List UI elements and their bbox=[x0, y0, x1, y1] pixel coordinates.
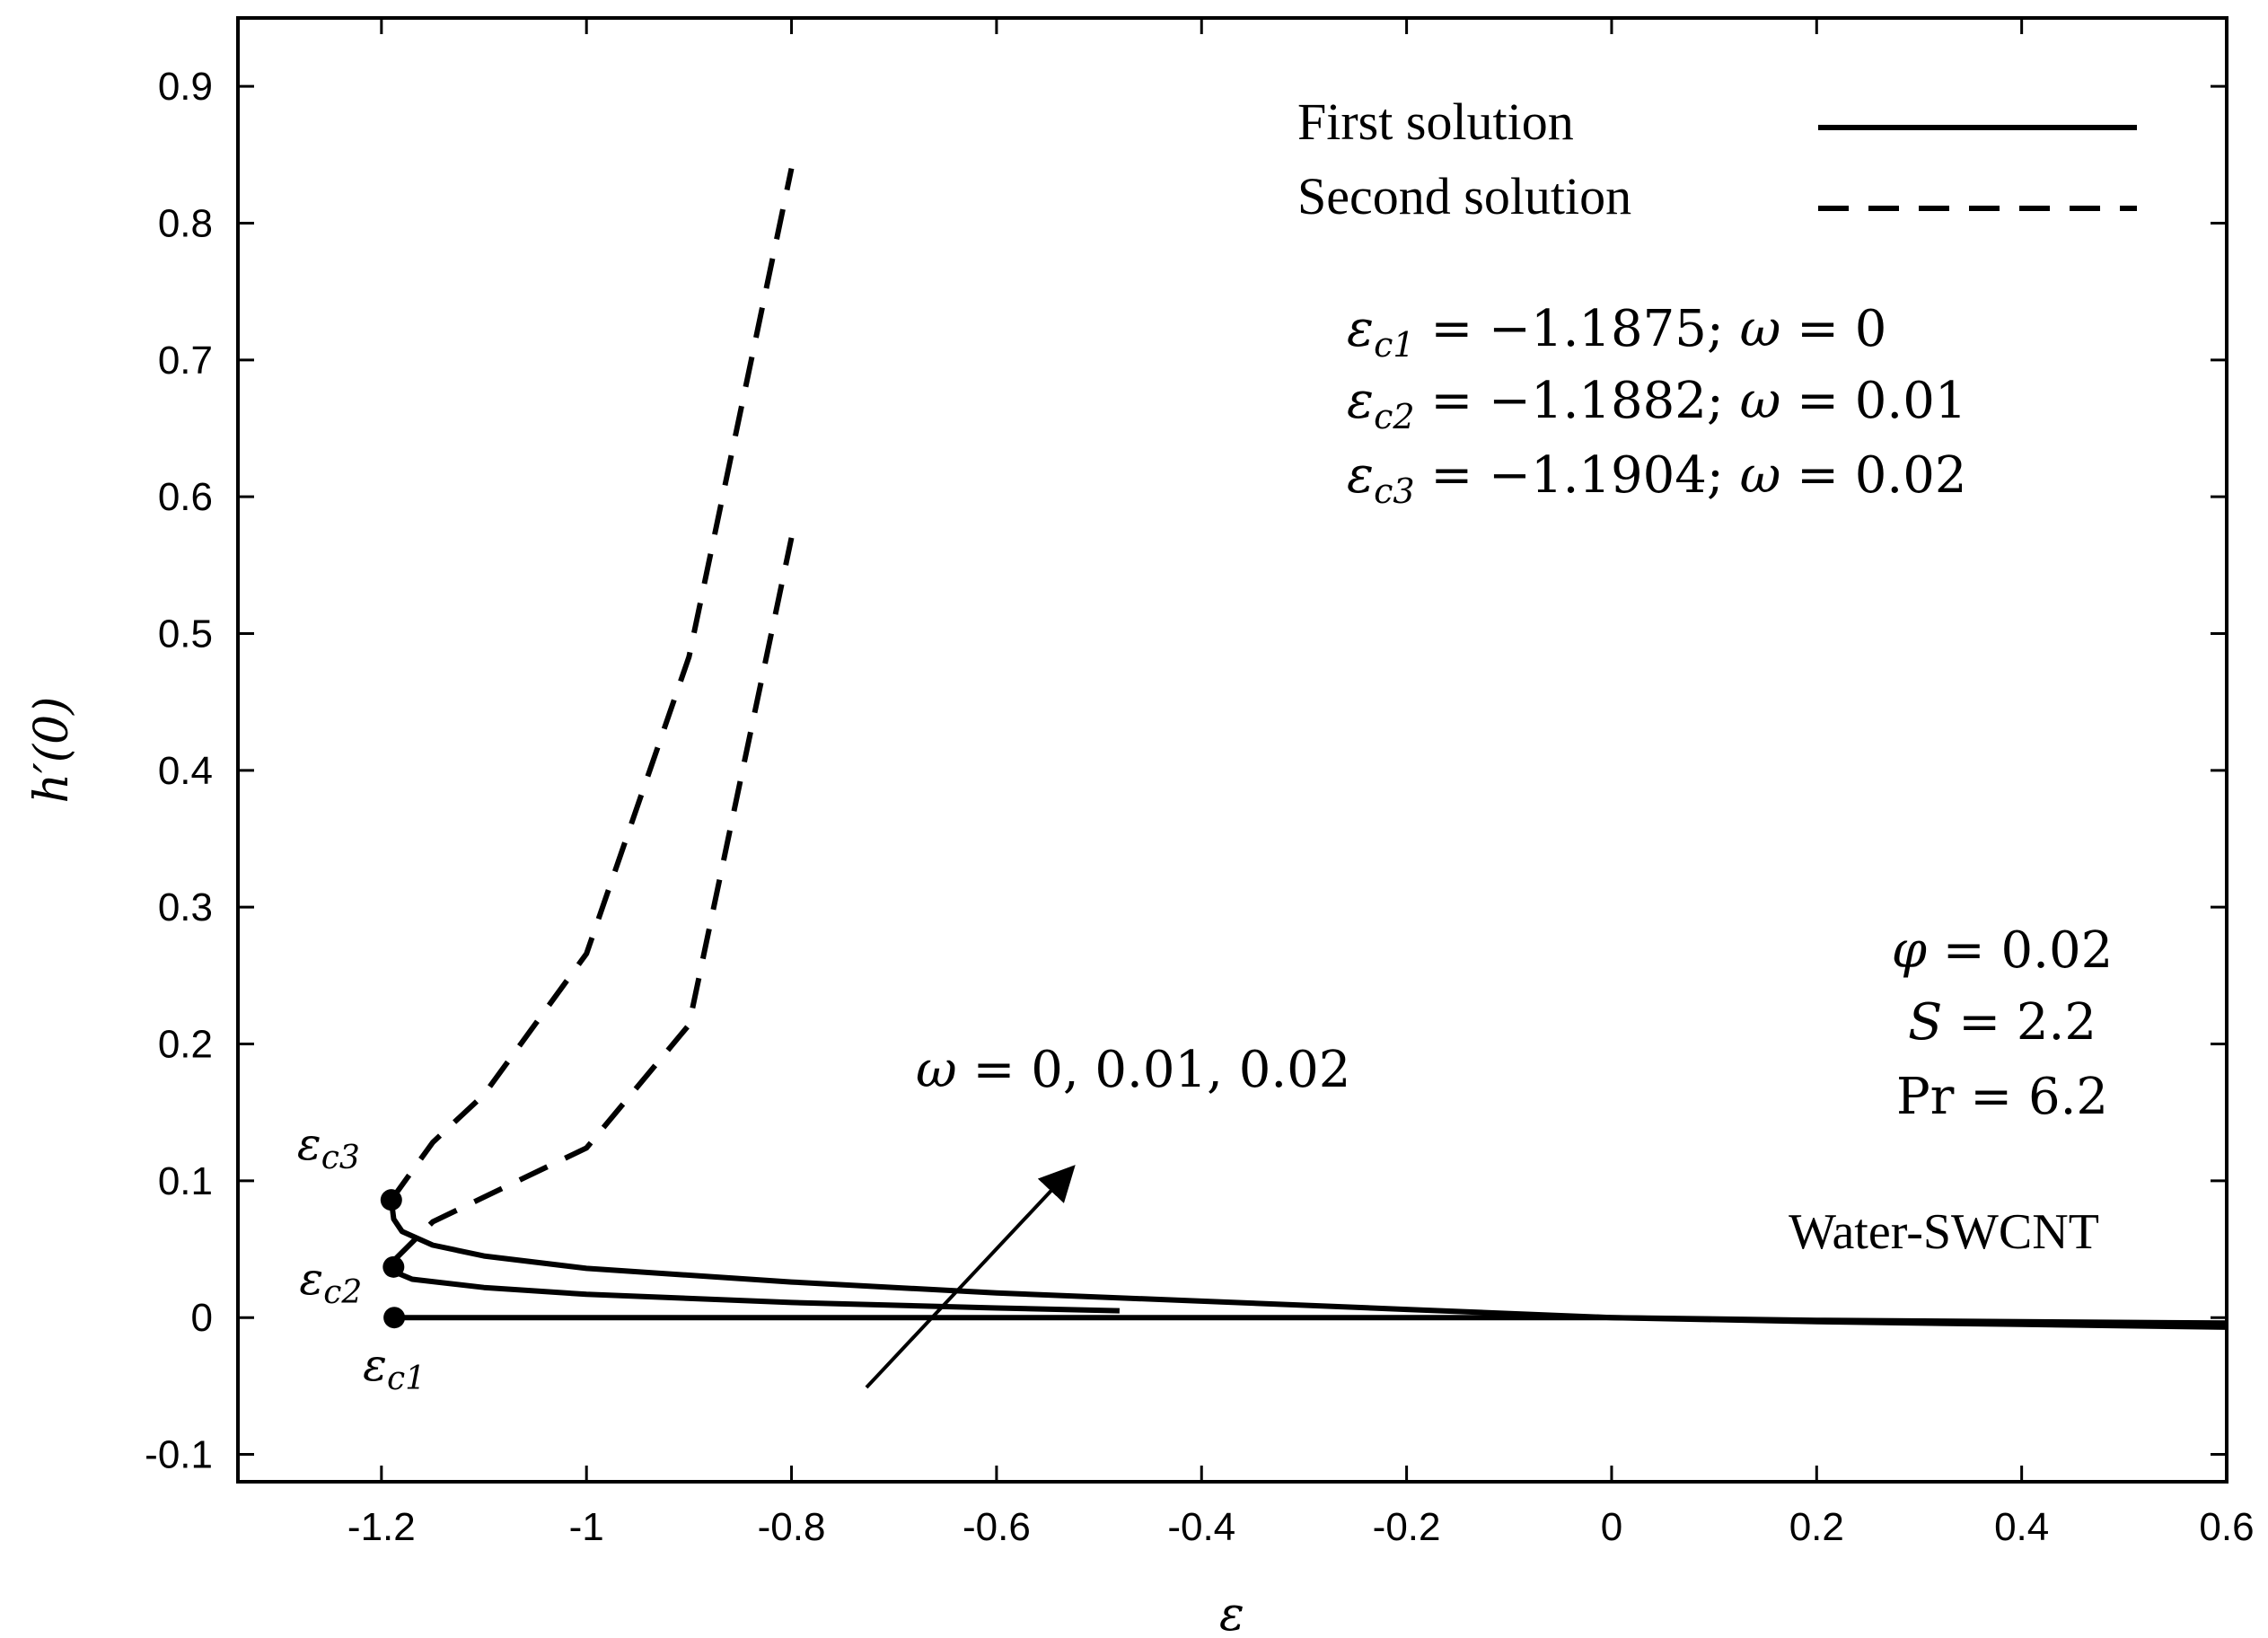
x-tick-label: 0.4 bbox=[1994, 1505, 2049, 1549]
critical-value-c1: εc1 = −1.1875; ω = 0 bbox=[1347, 300, 1886, 365]
param-phi: φ = 0.02 bbox=[1892, 921, 2113, 980]
x-tick-label: -1.2 bbox=[347, 1505, 416, 1549]
y-tick-label: 0.1 bbox=[158, 1159, 213, 1203]
series-line-3 bbox=[388, 1199, 2228, 1330]
omega-arrow-label: ω = 0, 0.01, 0.02 bbox=[916, 1041, 1350, 1099]
critical-point-label-c1: εc1 bbox=[363, 1339, 426, 1397]
critical-value-c3: εc3 = −1.1904; ω = 0.02 bbox=[1347, 446, 1966, 511]
y-tick-label: 0.6 bbox=[158, 475, 213, 519]
param-pr: Pr = 6.2 bbox=[1896, 1068, 2108, 1126]
y-tick-label: 0.5 bbox=[158, 612, 213, 656]
y-tick-label: 0.4 bbox=[158, 749, 213, 793]
critical-values-annotation: εc1 = −1.1875; ω = 0 εc2 = −1.1882; ω = … bbox=[1347, 300, 1966, 511]
series-line-4 bbox=[391, 537, 795, 1263]
fluid-label: Water-SWCNT bbox=[1789, 1204, 2099, 1260]
series-line-5 bbox=[389, 167, 795, 1202]
x-tick-label: -0.2 bbox=[1373, 1505, 1441, 1549]
x-tick-label: -0.4 bbox=[1167, 1505, 1235, 1549]
series-line-2 bbox=[391, 1265, 1120, 1314]
critical-point-label-c2: εc2 bbox=[299, 1253, 362, 1311]
critical-point-c2 bbox=[382, 1255, 405, 1278]
y-tick-label: 0.9 bbox=[158, 65, 213, 109]
y-tick-label: 0.3 bbox=[158, 885, 213, 929]
y-tick-label: 0.2 bbox=[158, 1023, 213, 1067]
x-tick-label: -0.8 bbox=[758, 1505, 826, 1549]
y-tick-label: 0.7 bbox=[158, 339, 213, 383]
critical-point-label-c3: εc3 bbox=[297, 1118, 360, 1176]
parameters-annotation: φ = 0.02 S = 2.2 Pr = 6.2 Water-SWCNT bbox=[1789, 921, 2113, 1260]
y-tick-label: 0.8 bbox=[158, 202, 213, 246]
critical-value-c2: εc2 = −1.1882; ω = 0.01 bbox=[1347, 372, 1966, 436]
omega-arrow-annotation: ω = 0, 0.01, 0.02 bbox=[865, 1041, 1350, 1389]
x-axis-ticks: -1.2 -1 -0.8 -0.6 -0.4 -0.2 0 0.2 0.4 0.6 bbox=[347, 18, 2255, 1549]
y-tick-label: 0 bbox=[191, 1296, 213, 1340]
legend: First solution Second solution bbox=[1297, 92, 2137, 225]
series-group bbox=[388, 167, 2228, 1330]
plot-frame bbox=[236, 16, 2228, 1484]
critical-point-c3 bbox=[380, 1189, 402, 1211]
legend-label-first-solution: First solution bbox=[1297, 92, 1574, 151]
x-tick-label: 0.6 bbox=[2199, 1505, 2254, 1549]
x-tick-label: 0 bbox=[1601, 1505, 1622, 1549]
critical-point-c1 bbox=[383, 1307, 406, 1329]
omega-arrow bbox=[865, 1165, 1076, 1389]
x-axis-title: ε bbox=[1219, 1588, 1244, 1638]
y-axis-title: h′(0) bbox=[25, 697, 79, 804]
y-axis-ticks: -0.1 0 0.1 0.2 0.3 0.4 0.5 0.6 0.7 0.8 0.9 bbox=[145, 65, 2227, 1477]
y-tick-label: -0.1 bbox=[145, 1433, 213, 1477]
x-tick-label: 0.2 bbox=[1789, 1505, 1844, 1549]
legend-label-second-solution: Second solution bbox=[1297, 167, 1631, 225]
x-tick-label: -0.6 bbox=[963, 1505, 1031, 1549]
param-s: S = 2.2 bbox=[1908, 993, 2097, 1052]
x-tick-label: -1 bbox=[569, 1505, 604, 1549]
